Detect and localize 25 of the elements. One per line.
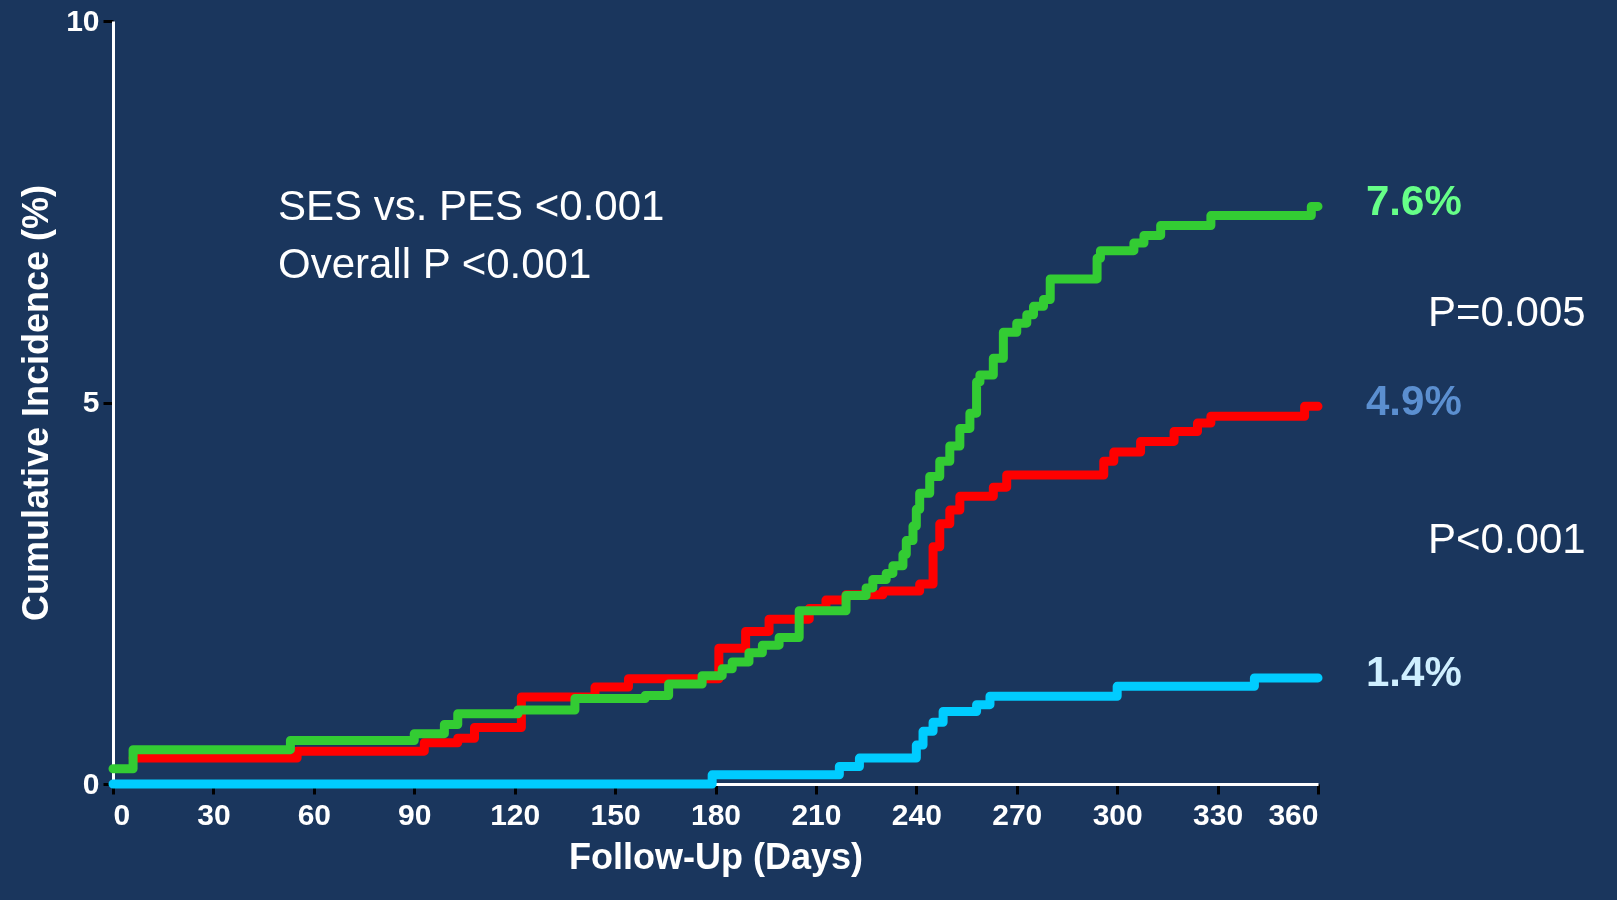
x-axis-title: Follow-Up (Days) — [569, 835, 863, 877]
text: P=0.005 — [1428, 288, 1586, 335]
y-tick-label: 0 — [82, 766, 100, 800]
x-tick-label: 180 — [690, 797, 742, 831]
y-tick-label: 10 — [66, 3, 100, 37]
x-tick-label: 300 — [1092, 797, 1143, 831]
x-tick-label: 0 — [113, 797, 131, 831]
annotation: SES vs. PES <0.001 — [278, 182, 665, 229]
x-tick-label: 270 — [992, 797, 1043, 831]
x-tick-label: 330 — [1193, 797, 1244, 831]
x-tick-label: 360 — [1268, 797, 1319, 831]
y-tick-label: 5 — [82, 385, 100, 418]
x-tick-label: 150 — [590, 797, 641, 831]
y-axis-title: Cumulative Incidence (%) — [15, 184, 57, 622]
x-tick-label: 30 — [197, 797, 231, 831]
text: 4.9% — [1366, 377, 1462, 424]
x-tick-label: 240 — [891, 797, 942, 831]
text: 1.4% — [1366, 648, 1462, 695]
x-tick-label: 60 — [297, 797, 332, 831]
text: 7.6% — [1366, 177, 1462, 224]
x-tick-label: 90 — [398, 797, 432, 831]
annotation: Overall P <0.001 — [278, 240, 592, 287]
text: P<0.001 — [1428, 515, 1586, 562]
x-tick-label: 120 — [490, 797, 541, 831]
x-tick-label: 210 — [791, 797, 842, 831]
